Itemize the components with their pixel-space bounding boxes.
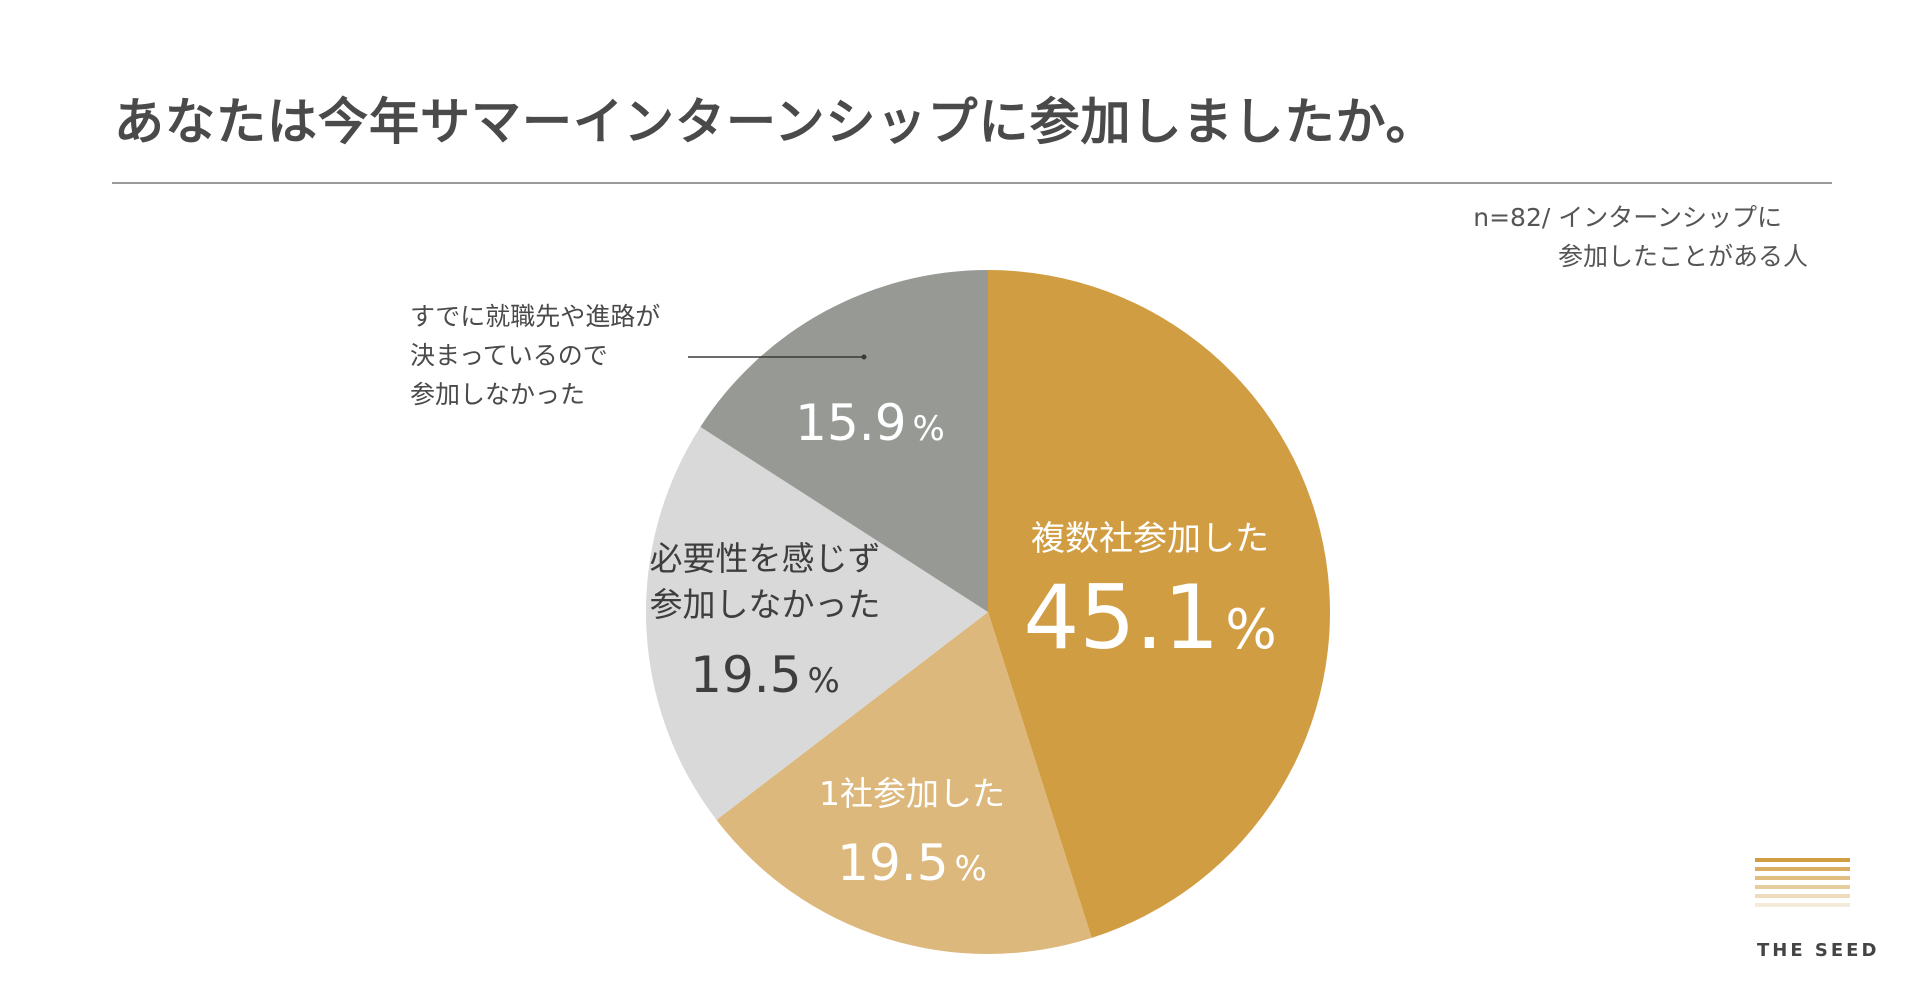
pie-slice xyxy=(700,270,988,612)
the-seed-logo-mark xyxy=(1755,858,1850,912)
leader-dot xyxy=(861,354,867,360)
pie-slice xyxy=(988,270,1330,938)
logo-bar xyxy=(1755,867,1850,871)
slice-label-already-decided-line-3: 参加しなかった xyxy=(410,380,586,409)
slice-value-label: 19.5% xyxy=(690,646,840,704)
slice-label: 1社参加した xyxy=(819,774,1005,813)
slice-label: 複数社参加した xyxy=(1031,519,1269,559)
logo-bar xyxy=(1755,885,1850,889)
slice-value-label: 19.5% xyxy=(837,834,987,892)
logo-bar xyxy=(1755,894,1850,898)
logo-bar xyxy=(1755,903,1850,907)
slice-label: 参加しなかった xyxy=(650,585,881,624)
slice-value-label: 45.1% xyxy=(1023,566,1276,669)
title-divider xyxy=(112,182,1832,184)
pie-slice xyxy=(646,426,988,820)
sample-note-line-1: n=82/ インターンシップに xyxy=(1473,203,1782,232)
sample-note-line-2: 参加したことがある人 xyxy=(1557,242,1808,271)
slice-label: 必要性を感じず xyxy=(650,539,881,578)
page-title: あなたは今年サマーインターンシップに参加しましたか。 xyxy=(114,93,1437,151)
slice-value-label: 15.9% xyxy=(795,394,945,452)
logo-bar xyxy=(1755,858,1850,862)
slice-label-already-decided: すでに就職先や進路が 決まっているので 参加しなかった xyxy=(410,297,660,414)
slice-label-already-decided-line-1: すでに就職先や進路が xyxy=(410,302,661,331)
the-seed-logo-text: THE SEED xyxy=(1757,940,1880,961)
pie-slice xyxy=(716,612,1092,954)
logo-bar xyxy=(1755,876,1850,880)
sample-note: n=82/ インターンシップに 参加したことがある人 xyxy=(1473,198,1808,276)
slice-label-already-decided-line-2: 決まっているので xyxy=(410,341,608,370)
